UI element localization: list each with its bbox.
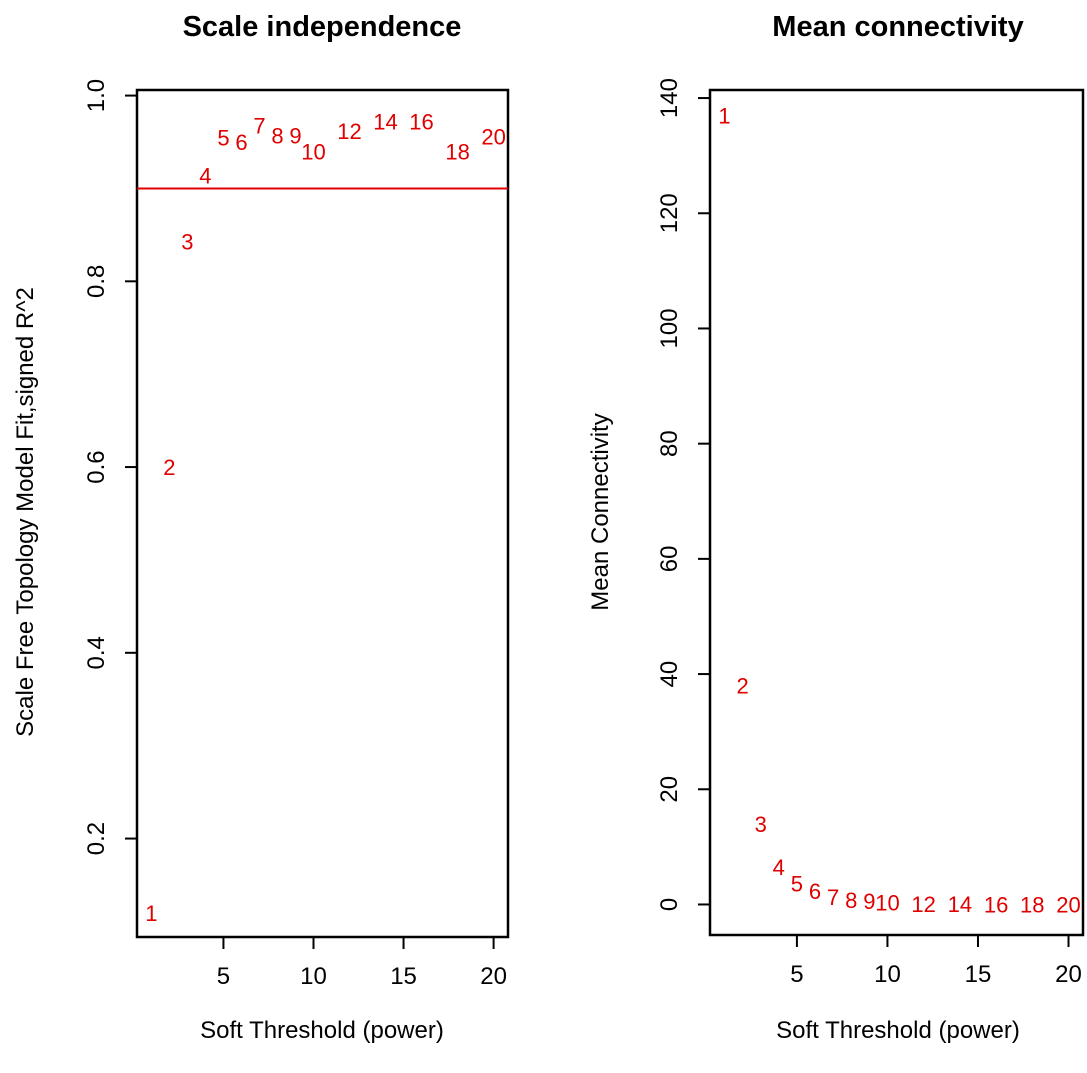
mean-connectivity-point-label: 3 xyxy=(755,812,767,837)
mean-connectivity-point-label: 1 xyxy=(718,103,730,128)
mean-connectivity-point-label: 8 xyxy=(845,888,857,913)
scale-independence-point-label: 9 xyxy=(289,124,301,149)
mean-connectivity-point-label: 6 xyxy=(809,879,821,904)
scale-independence-x-label: Soft Threshold (power) xyxy=(200,1017,444,1044)
scale-independence-point-label: 20 xyxy=(481,124,505,149)
mean-connectivity-plot-frame xyxy=(708,88,1085,937)
mean-connectivity-point-label: 20 xyxy=(1056,892,1080,917)
mean-connectivity-point-label: 12 xyxy=(911,892,935,917)
scale-independence-x-tick-label: 15 xyxy=(390,963,417,990)
mean-connectivity-point-label: 14 xyxy=(948,892,972,917)
scale-independence-point-label: 12 xyxy=(337,119,361,144)
mean-connectivity-point-label: 18 xyxy=(1020,892,1044,917)
mean-connectivity-y-tick-label: 20 xyxy=(656,776,683,803)
mean-connectivity-y-label: Mean Connectivity xyxy=(587,413,614,610)
scale-independence-point-label: 5 xyxy=(217,125,229,150)
mean-connectivity-point-label: 5 xyxy=(791,872,803,897)
scale-independence-y-tick-label: 0.6 xyxy=(83,450,110,483)
scale-independence-point-label: 2 xyxy=(163,455,175,480)
mean-connectivity-x-tick-label: 20 xyxy=(1055,961,1082,988)
scale-independence-x-axis: 5 10 15 20 xyxy=(217,936,507,990)
mean-connectivity-point-label: 7 xyxy=(827,885,839,910)
scale-independence-x-tick-label: 10 xyxy=(300,963,327,990)
scale-independence-y-label: Scale Free Topology Model Fit,signed R^2 xyxy=(12,287,39,737)
mean-connectivity-y-tick-label: 0 xyxy=(656,898,683,911)
mean-connectivity-y-tick-label: 80 xyxy=(656,430,683,457)
scale-independence-point-label: 18 xyxy=(445,139,469,164)
scale-independence-panel: Scale independence 5 10 15 20 0.20.40.60.81… xyxy=(12,11,510,1044)
scale-independence-point-label: 3 xyxy=(181,229,193,254)
mean-connectivity-point-label: 9 xyxy=(863,889,875,914)
scale-independence-y-tick-label: 0.2 xyxy=(83,822,110,855)
scale-independence-point-label: 14 xyxy=(373,110,397,135)
scale-independence-y-axis: 0.2 0.4 0.6 0.8 1.0 xyxy=(83,79,138,855)
scale-independence-point-label: 7 xyxy=(253,113,265,138)
mean-connectivity-y-tick-label: 120 xyxy=(656,193,683,233)
scale-independence-x-tick-label: 20 xyxy=(480,963,507,990)
mean-connectivity-title: Mean connectivity xyxy=(772,11,1023,43)
mean-connectivity-x-axis: 5 10 15 20 xyxy=(790,934,1082,988)
mean-connectivity-x-tick-label: 10 xyxy=(874,961,901,988)
mean-connectivity-x-tick-label: 5 xyxy=(790,961,803,988)
mean-connectivity-y-tick-label: 100 xyxy=(656,308,683,348)
scale-independence-point-label: 8 xyxy=(271,124,283,149)
mean-connectivity-y-tick-label: 40 xyxy=(656,661,683,688)
mean-connectivity-x-tick-label: 15 xyxy=(965,961,992,988)
mean-connectivity-y-tick-label: 140 xyxy=(656,78,683,118)
scale-independence-point-label: 10 xyxy=(301,139,325,164)
mean-connectivity-point-label: 2 xyxy=(736,674,748,699)
scale-independence-point-label: 16 xyxy=(409,110,433,135)
scale-independence-y-tick-label: 0.8 xyxy=(83,265,110,298)
scale-independence-y-tick-label: 0.4 xyxy=(83,636,110,669)
mean-connectivity-point-label: 4 xyxy=(773,855,785,880)
scale-independence-point-label: 1 xyxy=(145,901,157,926)
scale-independence-point-label: 4 xyxy=(199,163,211,188)
mean-connectivity-point-label: 16 xyxy=(984,892,1008,917)
scale-independence-title: Scale independence xyxy=(183,11,462,43)
mean-connectivity-point-label: 10 xyxy=(875,891,899,916)
scale-independence-y-tick-label: 1.0 xyxy=(83,79,110,112)
scale-independence-point-label: 6 xyxy=(235,130,247,155)
mean-connectivity-y-axis: 0 20 40 60 80 100 120 140 xyxy=(656,78,711,911)
scale-independence-plot-frame xyxy=(135,88,510,939)
mean-connectivity-y-tick-label: 60 xyxy=(656,546,683,573)
mean-connectivity-panel: Mean connectivity 5 10 15 20 02040608010012… xyxy=(587,11,1085,1044)
scale-independence-x-tick-label: 5 xyxy=(217,963,230,990)
mean-connectivity-x-label: Soft Threshold (power) xyxy=(776,1017,1020,1044)
